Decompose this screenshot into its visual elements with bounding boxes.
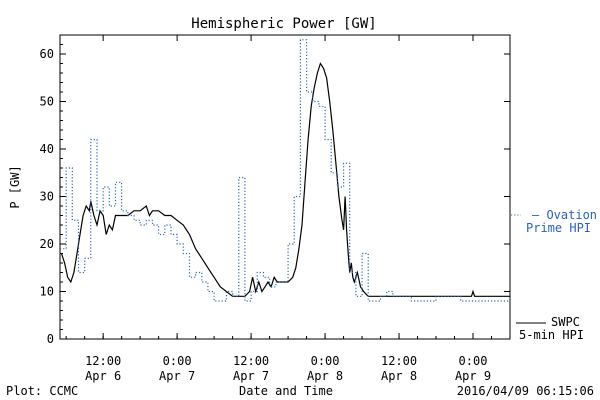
- plot-timestamp: 2016/04/09 06:15:06: [457, 384, 594, 398]
- x-tick-label-date: Apr 8: [307, 369, 343, 383]
- y-axis-label: P [GW]: [8, 165, 22, 208]
- x-tick-label-date: Apr 6: [85, 369, 121, 383]
- plot-area: [59, 34, 511, 340]
- x-axis-label: Date and Time: [239, 384, 333, 398]
- y-axis: 0 10 20 30 40 50 60: [40, 44, 510, 346]
- y-tick-label: 0: [47, 332, 54, 346]
- y-tick-label: 60: [40, 47, 54, 61]
- x-tick-label-date: Apr 8: [381, 369, 417, 383]
- y-tick-label: 30: [40, 190, 54, 204]
- y-tick-label: 10: [40, 285, 54, 299]
- swpc-series-line: [60, 62, 510, 297]
- x-tick-label-time: 12:00: [233, 354, 269, 368]
- y-tick-label: 40: [40, 142, 54, 156]
- y-tick-label: 20: [40, 237, 54, 251]
- chart-title: Hemispheric Power [GW]: [191, 16, 376, 32]
- series-layer: [60, 39, 510, 302]
- x-tick-label-time: 0:00: [459, 354, 488, 368]
- x-tick-label-date: Apr 7: [233, 369, 269, 383]
- x-tick-label-date: Apr 9: [455, 369, 491, 383]
- ovation-series-line: [60, 39, 510, 302]
- plot-credit: Plot: CCMC: [6, 384, 78, 398]
- legend-ovation-label: — Ovation: [532, 208, 597, 222]
- x-tick-label-time: 12:00: [381, 354, 417, 368]
- y-tick-label: 50: [40, 95, 54, 109]
- legend-ovation-label-2: Prime HPI: [526, 221, 591, 235]
- x-tick-label-time: 12:00: [85, 354, 121, 368]
- x-tick-label-time: 0:00: [163, 354, 192, 368]
- x-tick-label-time: 0:00: [311, 354, 340, 368]
- legend-swpc-label: SWPC: [551, 315, 580, 329]
- legend-swpc-label-2: 5-min HPI: [519, 328, 584, 342]
- plot-border: [59, 34, 511, 340]
- x-tick-label-date: Apr 7: [159, 369, 195, 383]
